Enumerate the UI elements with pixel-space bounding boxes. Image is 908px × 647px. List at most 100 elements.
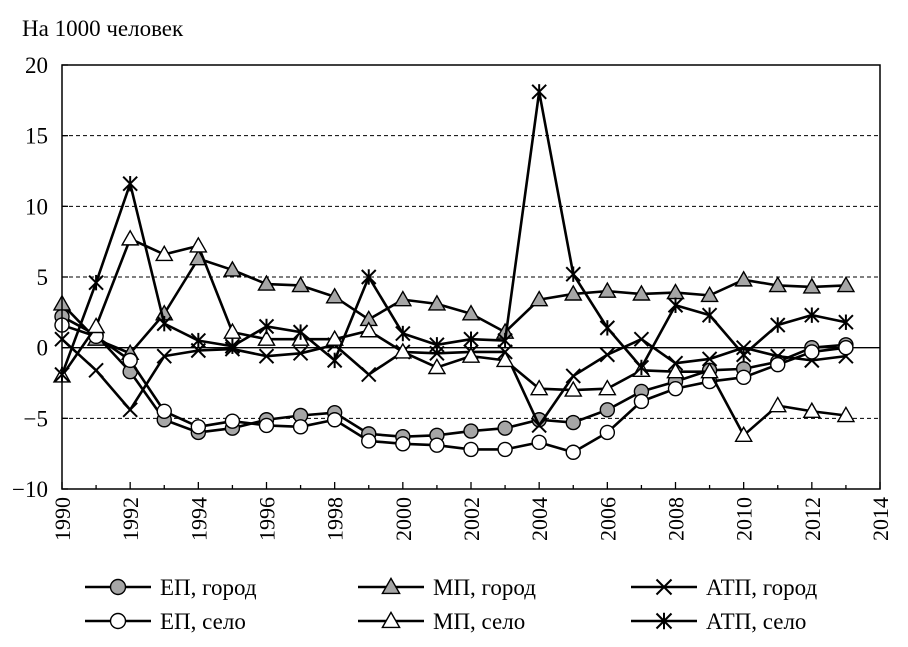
series-line <box>61 257 846 355</box>
data-point <box>395 436 411 452</box>
y-tick-label: 10 <box>25 194 48 219</box>
data-point <box>325 329 344 346</box>
data-point <box>633 359 650 376</box>
data-point <box>109 578 127 596</box>
data-point <box>361 433 377 449</box>
data-point <box>836 276 856 293</box>
data-point <box>291 276 310 293</box>
legend-label: ЕП, город <box>160 575 257 600</box>
x-tick-label: 2008 <box>664 497 689 541</box>
data-point <box>497 420 513 436</box>
data-point <box>667 297 684 313</box>
data-point <box>804 344 820 360</box>
data-point <box>154 244 174 262</box>
data-point <box>531 84 547 100</box>
x-tick-label: 2004 <box>527 497 552 541</box>
x-tick-label: 1994 <box>186 497 211 541</box>
data-point <box>393 290 413 307</box>
data-point <box>86 317 106 334</box>
grid <box>62 135 880 419</box>
data-point <box>802 277 822 294</box>
y-axis-label: На 1000 человек <box>22 16 184 41</box>
x-tick-label: 1996 <box>255 497 280 541</box>
data-point <box>700 362 719 379</box>
data-point <box>258 417 275 434</box>
data-point <box>804 307 820 323</box>
y-ticks: 20 15 10 5 0 −5 −10 <box>12 53 68 502</box>
data-point <box>770 356 786 373</box>
data-point <box>463 331 479 347</box>
data-point <box>109 612 127 630</box>
legend-label: АТП, село <box>706 609 806 634</box>
data-point <box>429 337 445 353</box>
y-tick-label: 15 <box>25 124 48 149</box>
legend: ЕП, город МП, город АТП, город ЕП, село МП, … <box>85 575 817 634</box>
data-point <box>734 270 753 287</box>
data-point <box>599 424 616 441</box>
legend-label: МП, город <box>433 575 536 600</box>
y-tick-label: −5 <box>24 406 48 431</box>
x-tick-label: 2000 <box>391 497 416 541</box>
data-point <box>565 368 581 384</box>
data-point <box>292 419 309 435</box>
data-point <box>633 393 650 410</box>
y-tick-label: 20 <box>25 53 48 78</box>
data-point <box>802 401 822 419</box>
legend-item: АТП, город <box>631 575 817 600</box>
series-line <box>60 90 847 375</box>
y-tick-label: −10 <box>12 477 48 502</box>
data-point <box>224 413 241 429</box>
data-point <box>770 317 786 333</box>
legend-label: ЕП, село <box>160 609 246 634</box>
data-point <box>381 576 401 595</box>
data-point <box>495 350 515 368</box>
data-point <box>563 380 583 397</box>
data-point <box>361 269 377 285</box>
data-point <box>838 339 854 356</box>
data-point <box>427 357 447 375</box>
data-point <box>258 318 275 335</box>
data-point <box>190 332 207 349</box>
data-point <box>836 406 856 423</box>
data-point <box>359 321 379 338</box>
data-point <box>463 423 479 439</box>
data-point <box>497 332 513 349</box>
data-point <box>189 236 208 253</box>
data-point <box>156 315 172 332</box>
x-tick-label: 1990 <box>50 497 75 541</box>
data-point <box>735 347 752 363</box>
data-point <box>463 441 479 458</box>
data-point <box>598 281 617 298</box>
data-point <box>701 307 718 323</box>
data-point <box>735 369 752 386</box>
data-point <box>599 320 616 336</box>
data-point <box>88 362 104 378</box>
data-point <box>700 285 719 303</box>
data-point <box>768 396 788 413</box>
x-tick-label: 2010 <box>732 497 757 541</box>
data-point <box>257 329 276 346</box>
data-point <box>734 425 753 443</box>
data-point <box>395 325 411 342</box>
data-point <box>667 380 684 397</box>
data-point <box>666 362 685 379</box>
legend-item: ЕП, город <box>85 575 257 600</box>
data-point <box>655 612 673 630</box>
data-point <box>190 419 207 435</box>
data-point <box>122 402 138 418</box>
legend-item: АТП, село <box>631 609 806 634</box>
data-point <box>599 347 616 363</box>
x-tick-label: 2002 <box>459 497 484 541</box>
x-tick-label: 1998 <box>323 497 348 541</box>
data-point <box>565 266 581 282</box>
data-point <box>88 274 104 291</box>
series-6 <box>54 84 854 383</box>
legend-item: МП, город <box>358 575 536 600</box>
data-point <box>258 348 275 364</box>
data-point <box>326 352 343 369</box>
data-point <box>223 322 242 339</box>
data-point <box>633 331 650 347</box>
series-5 <box>52 229 856 443</box>
data-point <box>531 417 547 434</box>
